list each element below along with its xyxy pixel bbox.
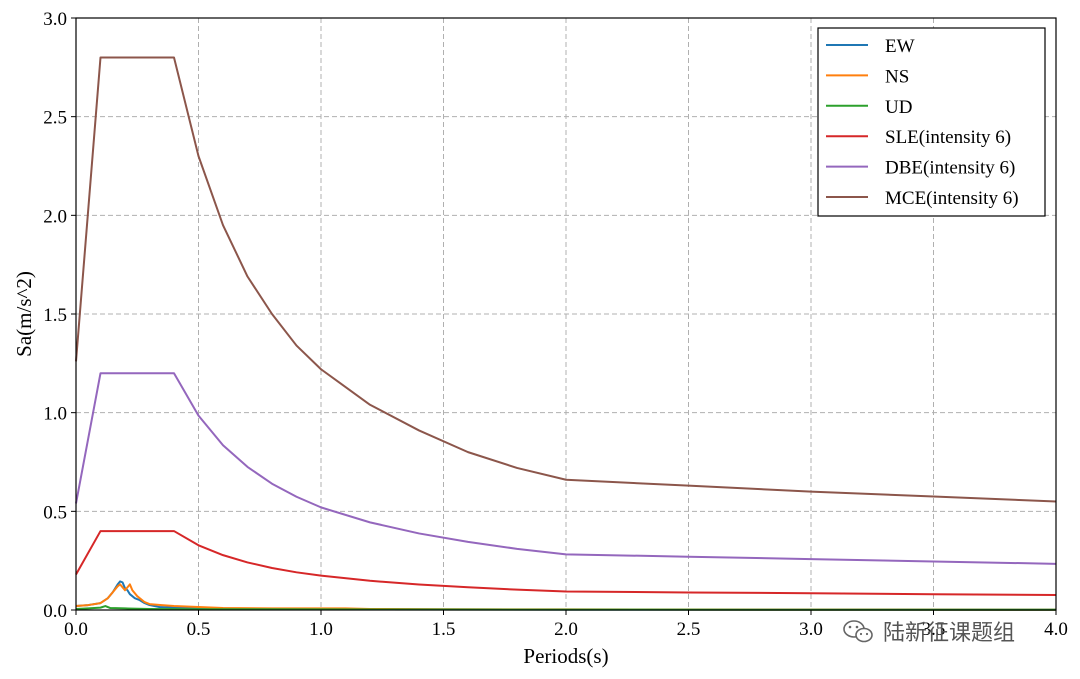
x-tick-label: 2.5 <box>677 619 701 640</box>
x-tick-label: 0.5 <box>187 619 211 640</box>
y-tick-label: 1.0 <box>43 404 67 425</box>
legend: EW NS UD SLE(intensity 6) DBE(intensity 6) MC… <box>817 27 1046 217</box>
legend-box <box>817 27 1046 217</box>
series-line-mce <box>75 56 1057 503</box>
axis-ticks: 0.0 0.5 1.0 1.5 2.0 2.5 3.0 3.5 4.0 0.0 0.5 1.0 1.5 2… <box>43 9 1068 640</box>
x-tick-label: 2.0 <box>554 619 578 640</box>
series-layer <box>75 56 1057 611</box>
y-axis-label: Sa(m/s^2) <box>12 271 36 357</box>
x-axis-label: Periods(s) <box>523 644 608 668</box>
legend-label: SLE(intensity 6) <box>885 127 1011 148</box>
watermark: 陆新征课题组 <box>843 620 1015 646</box>
legend-label: DBE(intensity 6) <box>885 158 1015 179</box>
legend-label: UD <box>885 97 912 118</box>
x-tick-label: 1.5 <box>432 619 456 640</box>
y-tick-label: 0.5 <box>43 502 67 523</box>
y-tick-label: 0.0 <box>43 601 67 622</box>
y-tick-label: 2.0 <box>43 206 67 227</box>
x-tick-label: 4.0 <box>1044 619 1068 640</box>
legend-label: MCE(intensity 6) <box>885 188 1019 209</box>
x-tick-label: 3.0 <box>799 619 823 640</box>
y-tick-label: 3.0 <box>43 9 67 30</box>
wechat-icon <box>843 620 873 643</box>
x-tick-label: 3.5 <box>922 619 946 640</box>
x-tick-label: 0.0 <box>64 619 88 640</box>
legend-label: NS <box>885 66 909 87</box>
series-line-sle <box>75 530 1057 596</box>
y-tick-label: 2.5 <box>43 108 67 129</box>
series-line-dbe <box>75 372 1057 565</box>
y-tick-label: 1.5 <box>43 305 67 326</box>
watermark-text: 陆新征课题组 <box>883 621 1015 646</box>
x-tick-label: 1.0 <box>309 619 333 640</box>
legend-label: EW <box>885 36 915 57</box>
